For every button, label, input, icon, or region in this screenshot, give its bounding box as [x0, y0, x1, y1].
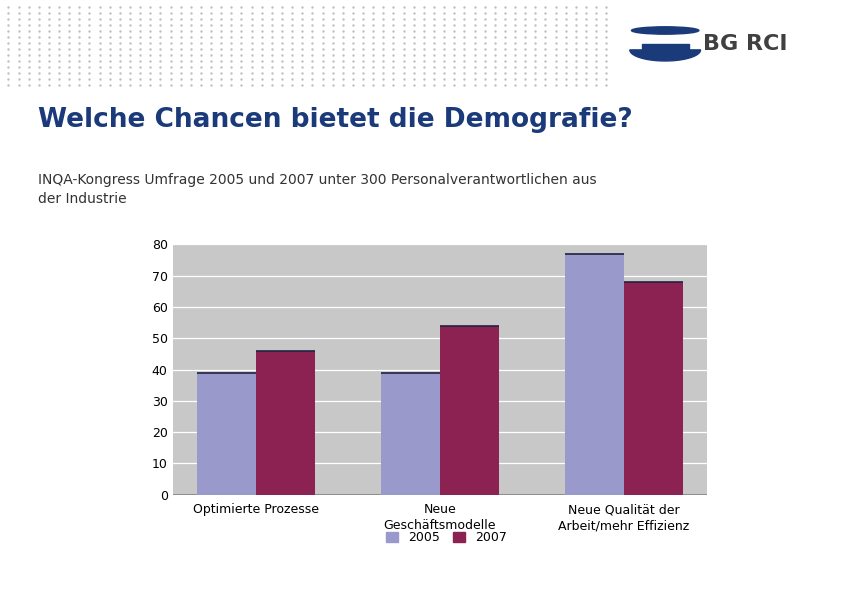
- Circle shape: [632, 27, 699, 34]
- Text: Welche Chancen bietet die Demografie?: Welche Chancen bietet die Demografie?: [38, 107, 632, 133]
- Bar: [197, 372, 256, 495]
- Text: BG RCI: BG RCI: [703, 35, 787, 54]
- Polygon shape: [630, 50, 701, 61]
- Bar: [381, 372, 440, 495]
- Bar: [440, 325, 498, 495]
- Text: Stephan Rohn: Stephan Rohn: [726, 571, 808, 583]
- Bar: [624, 282, 683, 495]
- Text: INQA-Kongress Umfrage 2005 und 2007 unter 300 Personalverantwortlichen aus
der I: INQA-Kongress Umfrage 2005 und 2007 unte…: [38, 173, 596, 206]
- Legend: 2005, 2007: 2005, 2007: [381, 526, 512, 550]
- Bar: [565, 254, 624, 495]
- Bar: [256, 350, 315, 495]
